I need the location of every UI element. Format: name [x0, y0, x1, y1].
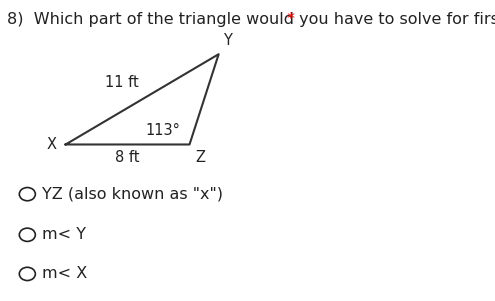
Text: *: *	[283, 12, 296, 27]
Text: 11 ft: 11 ft	[105, 75, 139, 90]
Text: X: X	[47, 137, 56, 152]
Text: 8 ft: 8 ft	[115, 150, 140, 166]
Text: m< Y: m< Y	[42, 227, 86, 242]
Text: m< X: m< X	[42, 266, 87, 281]
Text: YZ (also known as "x"): YZ (also known as "x")	[42, 187, 223, 202]
Text: Z: Z	[195, 150, 205, 166]
Text: 8)  Which part of the triangle would you have to solve for first?: 8) Which part of the triangle would you …	[7, 12, 495, 27]
Text: 113°: 113°	[146, 123, 180, 138]
Text: Y: Y	[223, 33, 232, 48]
